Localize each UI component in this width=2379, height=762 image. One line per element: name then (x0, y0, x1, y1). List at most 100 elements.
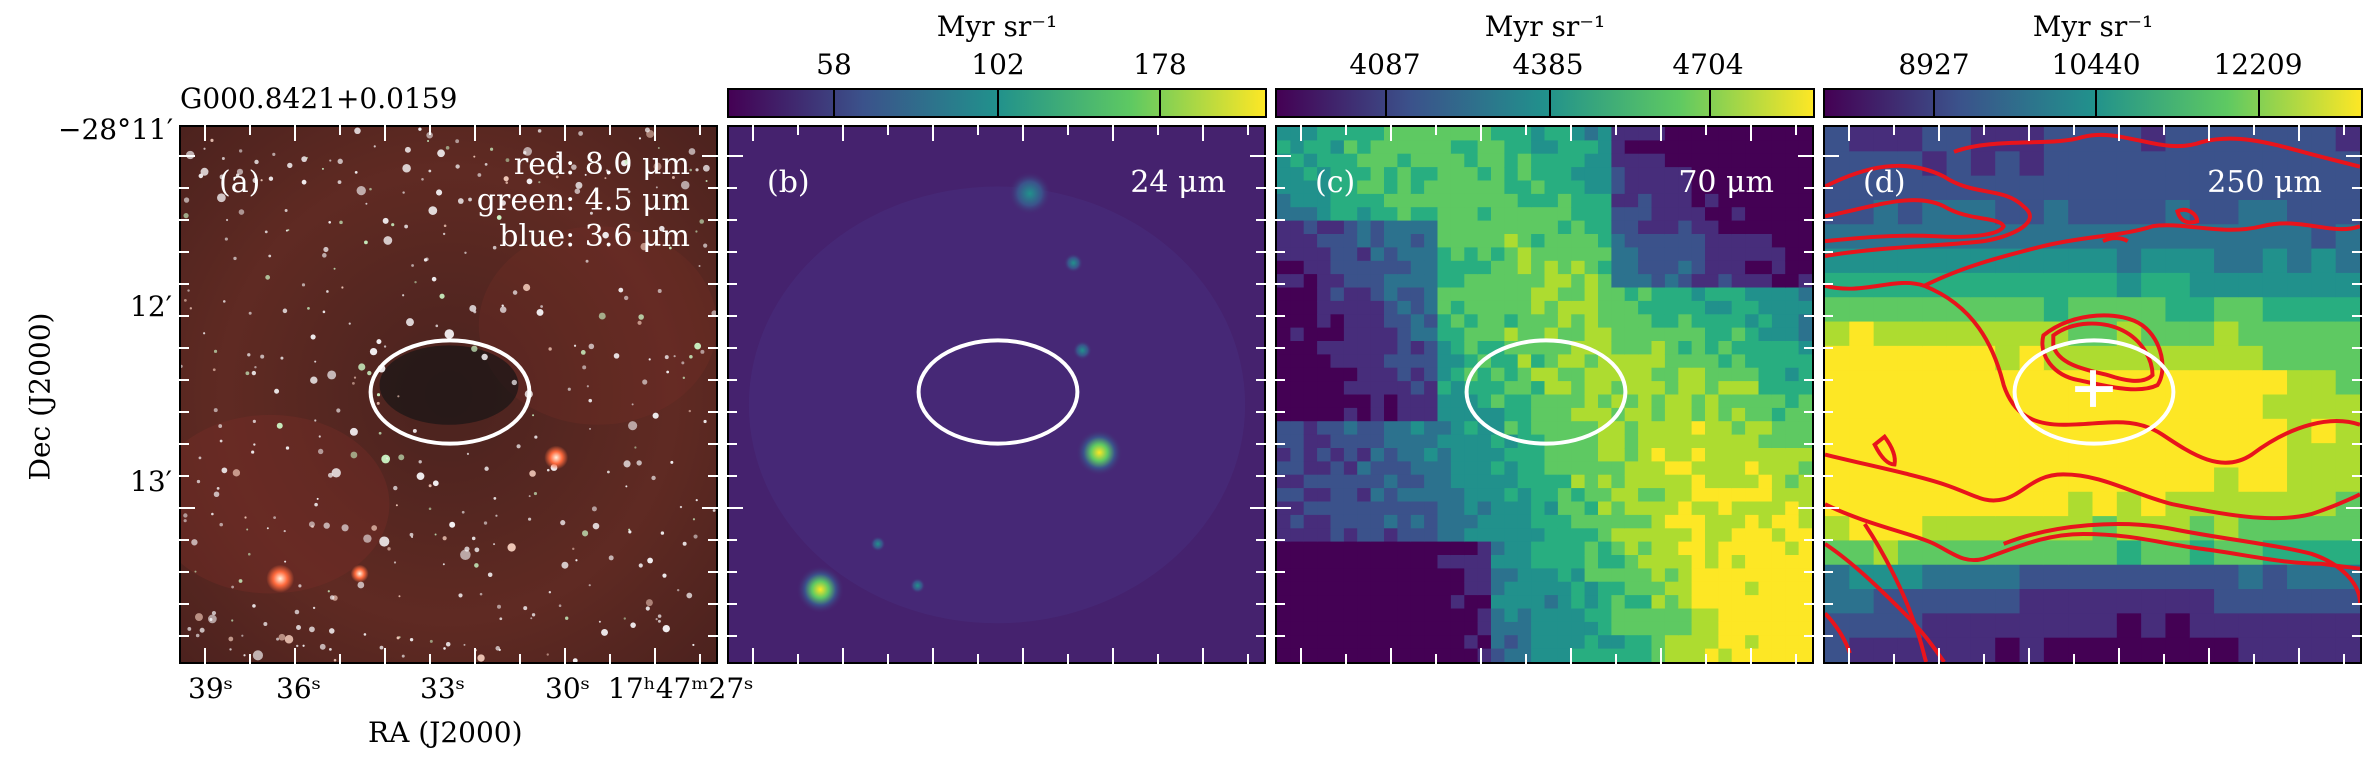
map-pixel (1290, 488, 1305, 503)
tick-mark (1823, 379, 1833, 381)
star (312, 606, 316, 610)
map-pixel (1410, 327, 1425, 342)
map-pixel (1343, 327, 1358, 342)
map-pixel (1357, 501, 1372, 516)
tick-mark (1202, 648, 1204, 664)
map-pixel (1705, 461, 1719, 476)
map-pixel (1531, 474, 1546, 489)
map-pixel (1437, 341, 1452, 355)
map-pixel (1664, 407, 1679, 422)
colorbar-unit: Myr sr⁻¹ (1484, 10, 1606, 43)
tick-mark (2352, 187, 2362, 189)
map-pixel (1598, 581, 1612, 596)
map-pixel (1303, 127, 1318, 141)
map-pixel (1437, 434, 1452, 449)
map-pixel (1317, 541, 1332, 556)
map-pixel (1571, 407, 1586, 422)
map-pixel (1370, 421, 1385, 436)
star (285, 446, 290, 450)
map-pixel (1397, 448, 1412, 462)
map-pixel (1410, 300, 1425, 315)
tick-mark (2352, 315, 2362, 317)
map-pixel (1517, 127, 1532, 141)
map-pixel (1758, 234, 1773, 248)
map-pixel (1343, 581, 1358, 596)
map-pixel (1798, 287, 1812, 302)
map-pixel (1491, 407, 1505, 422)
map-pixel (1897, 297, 1923, 323)
tick-mark (2352, 443, 2362, 445)
map-pixel (1504, 274, 1519, 289)
rgb-image (181, 127, 716, 662)
tick-mark (1823, 219, 1833, 221)
map-pixel (1397, 621, 1412, 636)
map-pixel (1277, 407, 1291, 422)
map-pixel (1491, 474, 1505, 489)
map-pixel (2116, 370, 2142, 396)
map-pixel (1290, 555, 1305, 569)
map-pixel (1290, 608, 1305, 623)
map-pixel (1745, 167, 1760, 182)
map-pixel (1464, 568, 1479, 583)
map-pixel (1745, 274, 1760, 289)
map-pixel (2335, 272, 2360, 298)
map-pixel (1718, 608, 1733, 623)
map-pixel (1290, 274, 1305, 289)
map-pixel (1785, 541, 1800, 556)
map-pixel (2335, 443, 2360, 469)
map-pixel (2141, 151, 2167, 177)
star (183, 213, 189, 219)
tick-mark (384, 125, 386, 141)
tick-mark (1300, 125, 1302, 141)
map-pixel (1424, 635, 1439, 650)
map-pixel (1450, 421, 1465, 436)
star (680, 180, 690, 190)
map-pixel (1317, 381, 1332, 396)
map-pixel (1491, 274, 1505, 289)
star (537, 129, 542, 133)
map-pixel (1624, 180, 1639, 195)
map-pixel (1598, 568, 1612, 583)
map-pixel (1611, 528, 1626, 543)
map-pixel (1624, 287, 1639, 302)
star (397, 395, 400, 398)
map-pixel (1544, 234, 1559, 248)
map-pixel (1758, 568, 1773, 583)
map-pixel (1678, 528, 1693, 543)
map-pixel (1290, 394, 1305, 409)
map-pixel (1718, 581, 1733, 596)
map-pixel (1504, 180, 1519, 195)
star (682, 376, 686, 380)
star (572, 547, 575, 551)
map-pixel (1450, 207, 1465, 222)
map-pixel (1410, 207, 1425, 222)
point-source (1007, 171, 1052, 216)
map-pixel (1357, 434, 1372, 449)
tick-mark (294, 648, 296, 664)
map-pixel (1397, 474, 1412, 489)
map-pixel (1785, 207, 1800, 222)
star (582, 530, 589, 537)
map-pixel (1397, 140, 1412, 155)
map-pixel (1825, 589, 1850, 614)
star (358, 363, 366, 371)
map-pixel (1397, 193, 1412, 208)
map-pixel (1678, 434, 1693, 449)
tick-mark (179, 219, 189, 221)
map-pixel (1477, 461, 1492, 476)
map-pixel (1317, 180, 1332, 195)
map-pixel (1771, 541, 1786, 556)
star (376, 339, 382, 345)
star (428, 169, 432, 173)
map-pixel (1303, 488, 1318, 503)
map-pixel (1651, 448, 1666, 462)
map-pixel (1491, 207, 1505, 222)
map-pixel (1825, 127, 1850, 152)
map-pixel (2189, 175, 2215, 201)
map-pixel (1731, 407, 1746, 422)
map-pixel (1557, 314, 1572, 329)
star (252, 177, 258, 184)
map-pixel (2287, 345, 2312, 371)
star (213, 349, 218, 353)
map-pixel (1664, 260, 1679, 275)
